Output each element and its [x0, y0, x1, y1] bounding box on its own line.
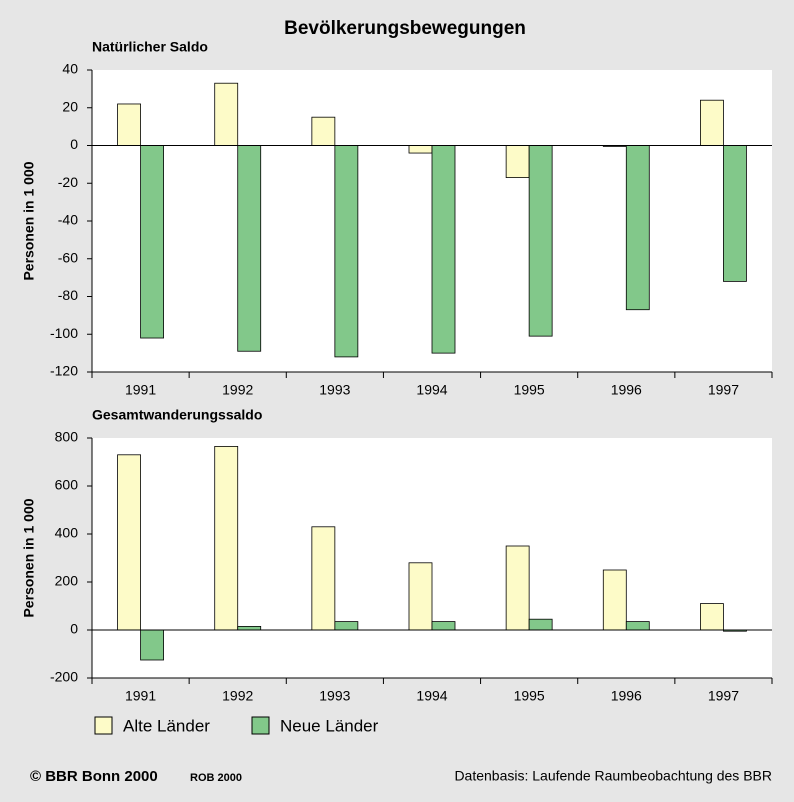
bar	[117, 454, 141, 631]
y-tick-label: 20	[62, 98, 78, 114]
x-tick-label: 1993	[319, 382, 350, 398]
bar	[528, 145, 553, 337]
y-tick-label: -100	[50, 325, 78, 341]
source: Datenbasis: Laufende Raumbeobachtung des…	[454, 768, 772, 784]
bar	[408, 145, 433, 154]
x-tick-label: 1993	[319, 688, 350, 704]
x-tick-label: 1994	[416, 382, 447, 398]
y-tick-label: 200	[55, 573, 79, 589]
y-tick-label: 400	[55, 525, 79, 541]
x-tick-label: 1995	[514, 688, 545, 704]
bar	[140, 629, 164, 661]
bar	[334, 145, 359, 358]
bar	[334, 621, 359, 631]
bar	[431, 621, 456, 631]
code: ROB 2000	[190, 772, 242, 784]
y-tick-label: 0	[70, 621, 78, 637]
x-tick-label: 1991	[125, 382, 156, 398]
bar	[237, 626, 262, 631]
bar	[625, 145, 650, 311]
x-tick-label: 1996	[611, 382, 642, 398]
x-tick-label: 1992	[222, 382, 253, 398]
bar	[214, 82, 239, 146]
bar	[700, 99, 724, 146]
subtitle: Gesamtwanderungssaldo	[92, 407, 262, 423]
x-tick-label: 1991	[125, 688, 156, 704]
bar	[408, 562, 433, 631]
y-tick-label: -20	[58, 174, 78, 190]
legend-swatch	[251, 716, 270, 735]
chart-title: Bevölkerungsbewegungen	[284, 18, 526, 39]
bar	[237, 145, 262, 352]
x-tick-label: 1994	[416, 688, 447, 704]
x-tick-label: 1996	[611, 688, 642, 704]
y-tick-label: -120	[50, 363, 78, 379]
bar	[505, 145, 530, 178]
bar	[431, 145, 456, 354]
copyright: © BBR Bonn 2000	[30, 768, 158, 785]
bar	[602, 569, 627, 631]
y-tick-label: 40	[62, 61, 78, 77]
x-tick-label: 1995	[514, 382, 545, 398]
y-tick-label: -80	[58, 287, 78, 303]
bar	[311, 526, 336, 631]
subtitle: Natürlicher Saldo	[92, 39, 208, 55]
y-tick-label: 600	[55, 477, 79, 493]
bar	[140, 145, 164, 339]
y-tick-label: 800	[55, 429, 79, 445]
plot-area	[92, 438, 772, 678]
bar	[625, 621, 650, 631]
y-tick-label: -40	[58, 212, 78, 228]
bar	[311, 116, 336, 146]
x-tick-label: 1997	[708, 382, 739, 398]
legend-label: Alte Länder	[123, 716, 210, 735]
bar	[700, 603, 724, 631]
y-axis-label: Personen in 1 000	[21, 161, 37, 280]
legend-label: Neue Länder	[280, 716, 379, 735]
bar	[117, 103, 141, 146]
y-tick-label: 0	[70, 136, 78, 152]
y-tick-label: -60	[58, 249, 78, 265]
y-tick-label: -200	[50, 669, 78, 685]
bar	[214, 445, 239, 631]
bar	[505, 545, 530, 631]
x-tick-label: 1997	[708, 688, 739, 704]
x-tick-label: 1992	[222, 688, 253, 704]
bar	[528, 618, 553, 631]
legend-swatch	[94, 716, 113, 735]
y-axis-label: Personen in 1 000	[21, 498, 37, 617]
bar	[723, 145, 747, 282]
